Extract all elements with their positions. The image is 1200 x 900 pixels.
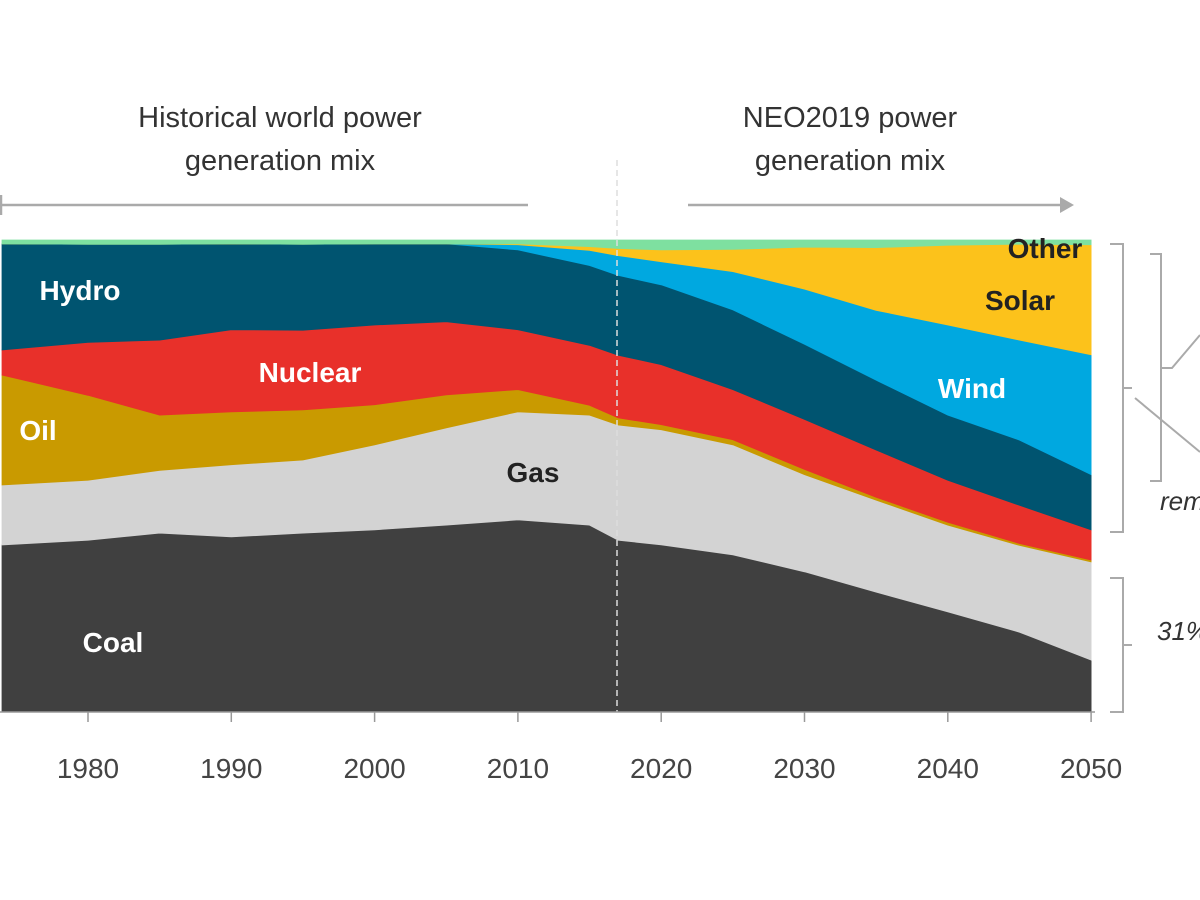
renewables-note: rem: [1160, 486, 1200, 516]
x-tick-label: 2030: [773, 753, 835, 784]
x-tick-label: 1990: [200, 753, 262, 784]
x-ticks: 1980 1990 2000 2010 2020 2030 2040 2050: [57, 712, 1122, 784]
label-hydro: Hydro: [40, 275, 121, 306]
label-solar: Solar: [985, 285, 1055, 316]
label-other: Other: [1008, 233, 1083, 264]
x-tick-label: 2040: [917, 753, 979, 784]
historical-header-line2: generation mix: [185, 145, 376, 177]
x-tick-label: 2050: [1060, 753, 1122, 784]
label-gas: Gas: [507, 457, 560, 488]
x-tick-label: 2000: [343, 753, 405, 784]
stacked-areas: [1, 239, 1092, 713]
label-oil: Oil: [19, 415, 56, 446]
x-tick-label: 2020: [630, 753, 692, 784]
brackets: [1110, 243, 1200, 713]
forecast-arrow: [688, 197, 1074, 213]
historical-arrow: [0, 195, 528, 215]
fossil-share-note: 31%: [1157, 616, 1200, 646]
area-other: [1, 239, 1092, 251]
x-tick-label: 2010: [487, 753, 549, 784]
forecast-header-line1: NEO2019 power: [743, 102, 958, 134]
label-coal: Coal: [83, 627, 144, 658]
x-tick-label: 1980: [57, 753, 119, 784]
label-wind: Wind: [938, 373, 1006, 404]
series-labels: Coal Gas Oil Nuclear Hydro Wind Solar Other: [19, 233, 1082, 658]
label-nuclear: Nuclear: [259, 357, 362, 388]
historical-header-line1: Historical world power: [138, 102, 422, 134]
forecast-header-line2: generation mix: [755, 145, 946, 177]
